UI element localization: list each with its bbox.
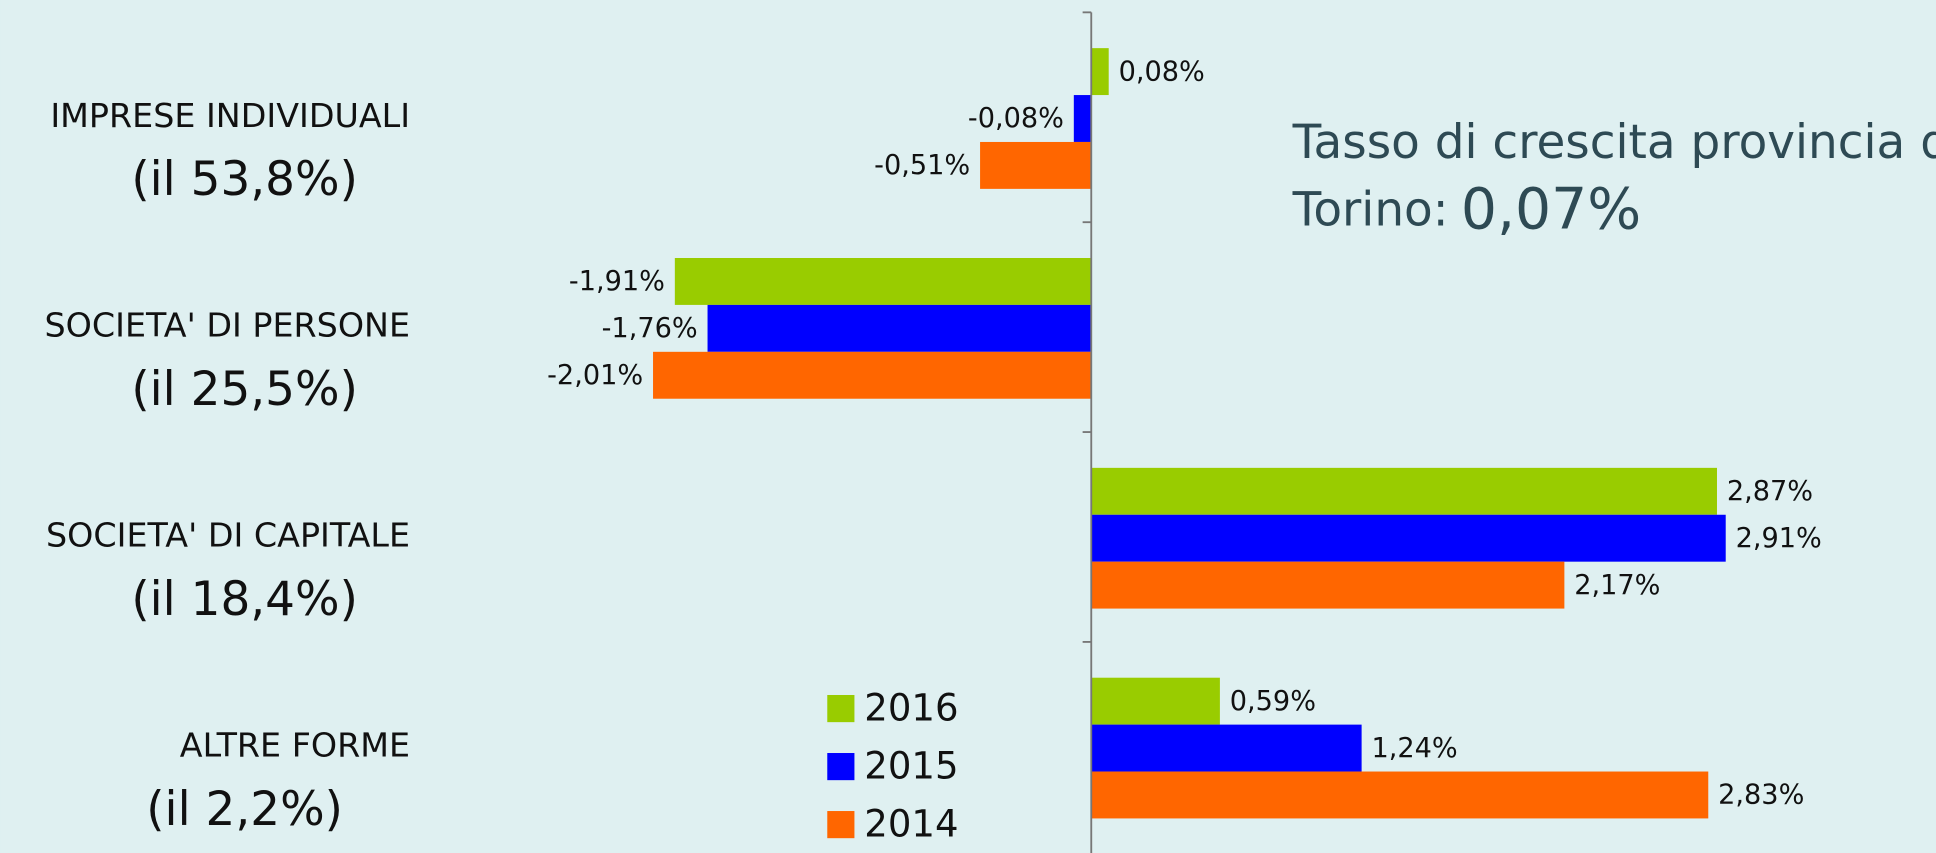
- annotation: Tasso di crescita provincia di: [1292, 115, 1936, 170]
- legend-label: 2016: [864, 686, 958, 729]
- bar: [1091, 467, 1717, 515]
- bar: [1091, 771, 1709, 819]
- bar: [1091, 514, 1726, 562]
- category-share: (il 2,2%): [146, 782, 343, 837]
- value-label: 0,08%: [1119, 56, 1205, 87]
- category-share: (il 18,4%): [131, 572, 358, 627]
- value-label: 2,91%: [1736, 523, 1822, 554]
- category-share: (il 53,8%): [131, 152, 358, 207]
- category-share: (il 25,5%): [131, 362, 358, 417]
- annotation-value: 0,07%: [1461, 176, 1641, 242]
- bar: [1073, 95, 1092, 142]
- legend-swatch: [827, 753, 855, 781]
- annotation-part: Torino:: [1292, 182, 1449, 237]
- category-label: SOCIETA' DI CAPITALE: [46, 515, 410, 554]
- value-label: 0,59%: [1230, 686, 1316, 717]
- bar: [1091, 561, 1565, 609]
- bar: [707, 304, 1092, 352]
- value-label: 2,17%: [1574, 570, 1660, 601]
- bar: [1091, 48, 1109, 96]
- legend-swatch: [827, 811, 855, 839]
- value-label: 2,87%: [1727, 476, 1813, 507]
- value-label: -0,51%: [874, 150, 970, 181]
- legend-label: 2014: [864, 802, 958, 845]
- value-label: -1,91%: [569, 266, 665, 297]
- bar: [653, 351, 1092, 399]
- value-label: -0,08%: [968, 103, 1064, 134]
- value-label: -1,76%: [602, 313, 698, 344]
- category-label: IMPRESE INDIVIDUALI: [50, 96, 410, 135]
- value-label: 2,83%: [1718, 780, 1804, 811]
- legend-swatch: [827, 694, 855, 723]
- bar: [1091, 724, 1362, 772]
- value-label: 1,24%: [1371, 733, 1457, 764]
- category-label: SOCIETA' DI PERSONE: [45, 306, 410, 345]
- bar: [1091, 677, 1220, 725]
- category-label: ALTRE FORME: [180, 725, 410, 764]
- bar: [674, 257, 1092, 305]
- value-label: -2,01%: [547, 360, 643, 391]
- legend-label: 2015: [864, 744, 958, 787]
- bar: [980, 141, 1092, 189]
- annotation: Torino: 0,07%: [1292, 176, 1642, 242]
